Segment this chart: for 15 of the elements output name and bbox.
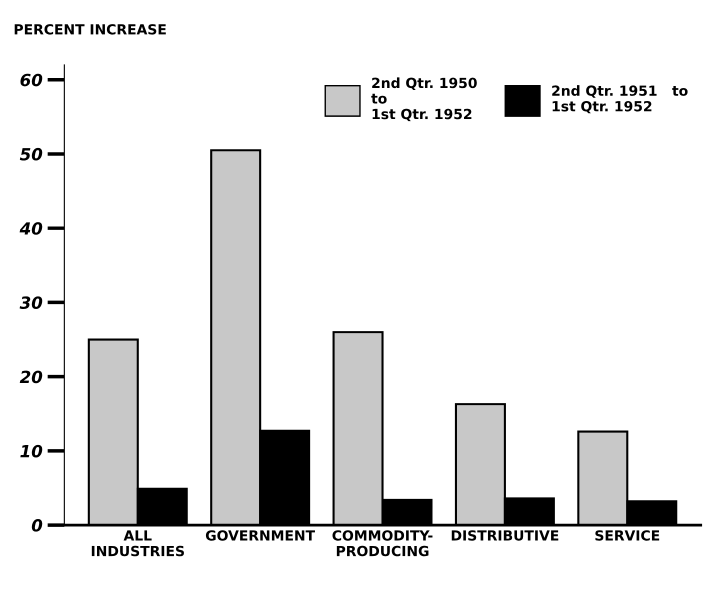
x-tick-label: ALL INDUSTRIES (92, 530, 184, 556)
legend-label: 2nd Qtr. 1950 to 1st Qtr. 1952 (371, 77, 477, 122)
y-tick-label: 0 (32, 519, 42, 532)
y-tick-label: 20 (20, 370, 42, 384)
y-tick-label: 10 (20, 444, 42, 458)
legend-label: 2nd Qtr. 1951 to 1st Qtr. 1952 (552, 85, 688, 114)
x-tick-label: DISTRIBUTIVE (452, 530, 558, 541)
y-axis-title: PERCENT INCREASE (14, 24, 166, 35)
x-tick-label: COMMODITY- PRODUCING (332, 530, 432, 556)
y-tick-label: 60 (20, 74, 42, 86)
y-tick-label: 30 (20, 296, 42, 309)
y-tick-label: 50 (20, 148, 42, 161)
y-tick-label: 40 (20, 222, 42, 235)
x-tick-label: SERVICE (595, 530, 660, 541)
x-tick-label: GOVERNMENT (206, 530, 315, 541)
